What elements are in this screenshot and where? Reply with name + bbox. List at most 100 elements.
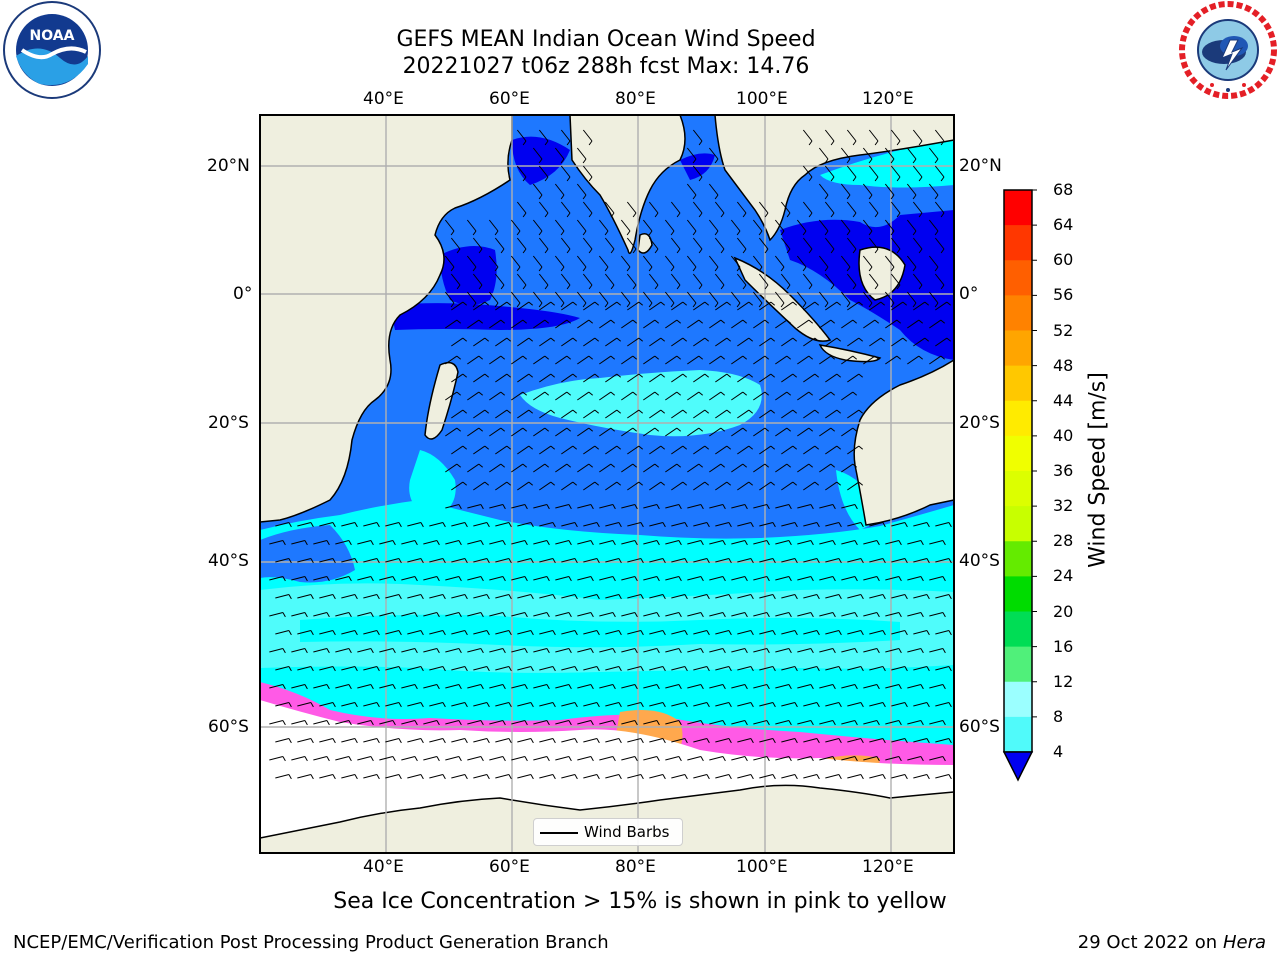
wind-barb [846,273,857,286]
wind-barb [577,612,592,617]
wind-barb [819,463,832,473]
wind-barb-feather [610,212,615,218]
wind-barb [731,648,746,653]
wind-barb [473,445,486,455]
wind-barb-feather [530,702,534,708]
wind-barb-feather [904,774,908,780]
wind-barb [385,738,400,743]
wind-barb-feather [726,373,732,378]
wind-barb-feather [788,612,792,618]
wind-barb [517,373,530,383]
wind-barb-feather [920,576,924,582]
wind-barb-feather [918,176,923,182]
wind-barb [686,219,697,232]
colorbar-tick-label: 60 [1053,250,1074,270]
wind-barb-feather [462,301,468,306]
wind-barb [737,445,750,455]
wind-barb-feather [486,738,490,744]
wind-barb-feather [700,504,704,510]
wind-barb-feather [698,355,704,360]
nws-logo-icon [1179,1,1277,99]
wind-barb [467,720,482,725]
wind-barb-feather [924,301,930,306]
wind-barb-feather [588,212,593,218]
wind-barb [753,720,768,725]
wind-barb [445,427,458,437]
wind-barb-feather [398,630,402,636]
wind-barb [847,445,860,455]
wind-barb-feather [720,212,725,218]
wind-barb [664,219,675,232]
wind-barb-feather [920,720,924,726]
wind-barb [818,147,829,160]
wind-barb [495,445,508,455]
wind-barb-feather [868,230,873,236]
wind-barb-feather [898,648,902,654]
wind-barb-feather [692,194,697,200]
wind-barb [687,391,700,401]
wind-barb [467,463,480,473]
colorbar-tick-label: 40 [1053,425,1074,445]
wind-barb-feather [832,576,836,582]
wind-barb [473,481,486,491]
wind-barb-feather [682,301,688,306]
wind-barb [555,463,568,473]
wind-barb [907,319,920,329]
wind-barb-feather [478,427,484,432]
wind-barb-feather [550,481,556,486]
wind-barb-feather [420,522,424,528]
wind-barb-feather [902,301,908,306]
wind-barb [627,702,642,707]
wind-barb-feather [524,576,528,582]
wind-barb-feather [566,212,571,218]
wind-barb [825,630,840,635]
wind-barb-feather [398,594,402,600]
wind-barb-feather [310,738,314,744]
wind-barb-feather [376,702,380,708]
wind-barb-feather [494,266,499,272]
wind-barb [759,522,774,527]
wind-barb [341,774,356,779]
wind-barb [627,558,642,563]
wind-barb [664,291,675,304]
wind-barb [671,522,686,527]
wind-barb-feather [632,463,638,468]
wind-barb-feather [500,463,506,468]
wind-barb-feather [786,355,792,360]
wind-barbs-legend: Wind Barbs [533,818,683,846]
wind-barb [714,273,725,286]
wind-barb [913,301,926,311]
wind-barb [906,219,917,232]
wind-barb [554,183,565,196]
wind-barb [467,684,482,689]
wind-barb-feather [530,774,534,780]
wind-barb-feather [594,409,600,414]
wind-barb [385,630,400,635]
wind-barb-feather [678,756,682,762]
wind-barb [275,702,290,707]
wind-barb-feather [574,738,578,744]
wind-barb [269,720,284,725]
wind-barb [753,319,766,329]
wind-barb-feather [926,630,930,636]
wind-barb-feather [288,558,292,564]
wind-barb-feather [882,522,886,528]
wind-barb [291,576,306,581]
wind-barb [577,427,590,437]
wind-barb-feather [742,284,747,290]
wind-barb-feather [748,337,754,342]
wind-barb [533,355,546,365]
wind-barb [473,301,486,311]
wind-barb [802,165,813,178]
wind-barb-feather [684,558,688,564]
wind-barb [385,702,400,707]
wind-barb [473,337,486,347]
wind-barb-feather [744,576,748,582]
wind-barb-feather [780,266,785,272]
wind-barb [407,774,422,779]
wind-barb [517,301,530,311]
wind-barb [269,576,284,581]
wind-barb-feather [546,648,550,654]
wind-barb-feather [816,594,820,600]
wind-barb [357,576,372,581]
